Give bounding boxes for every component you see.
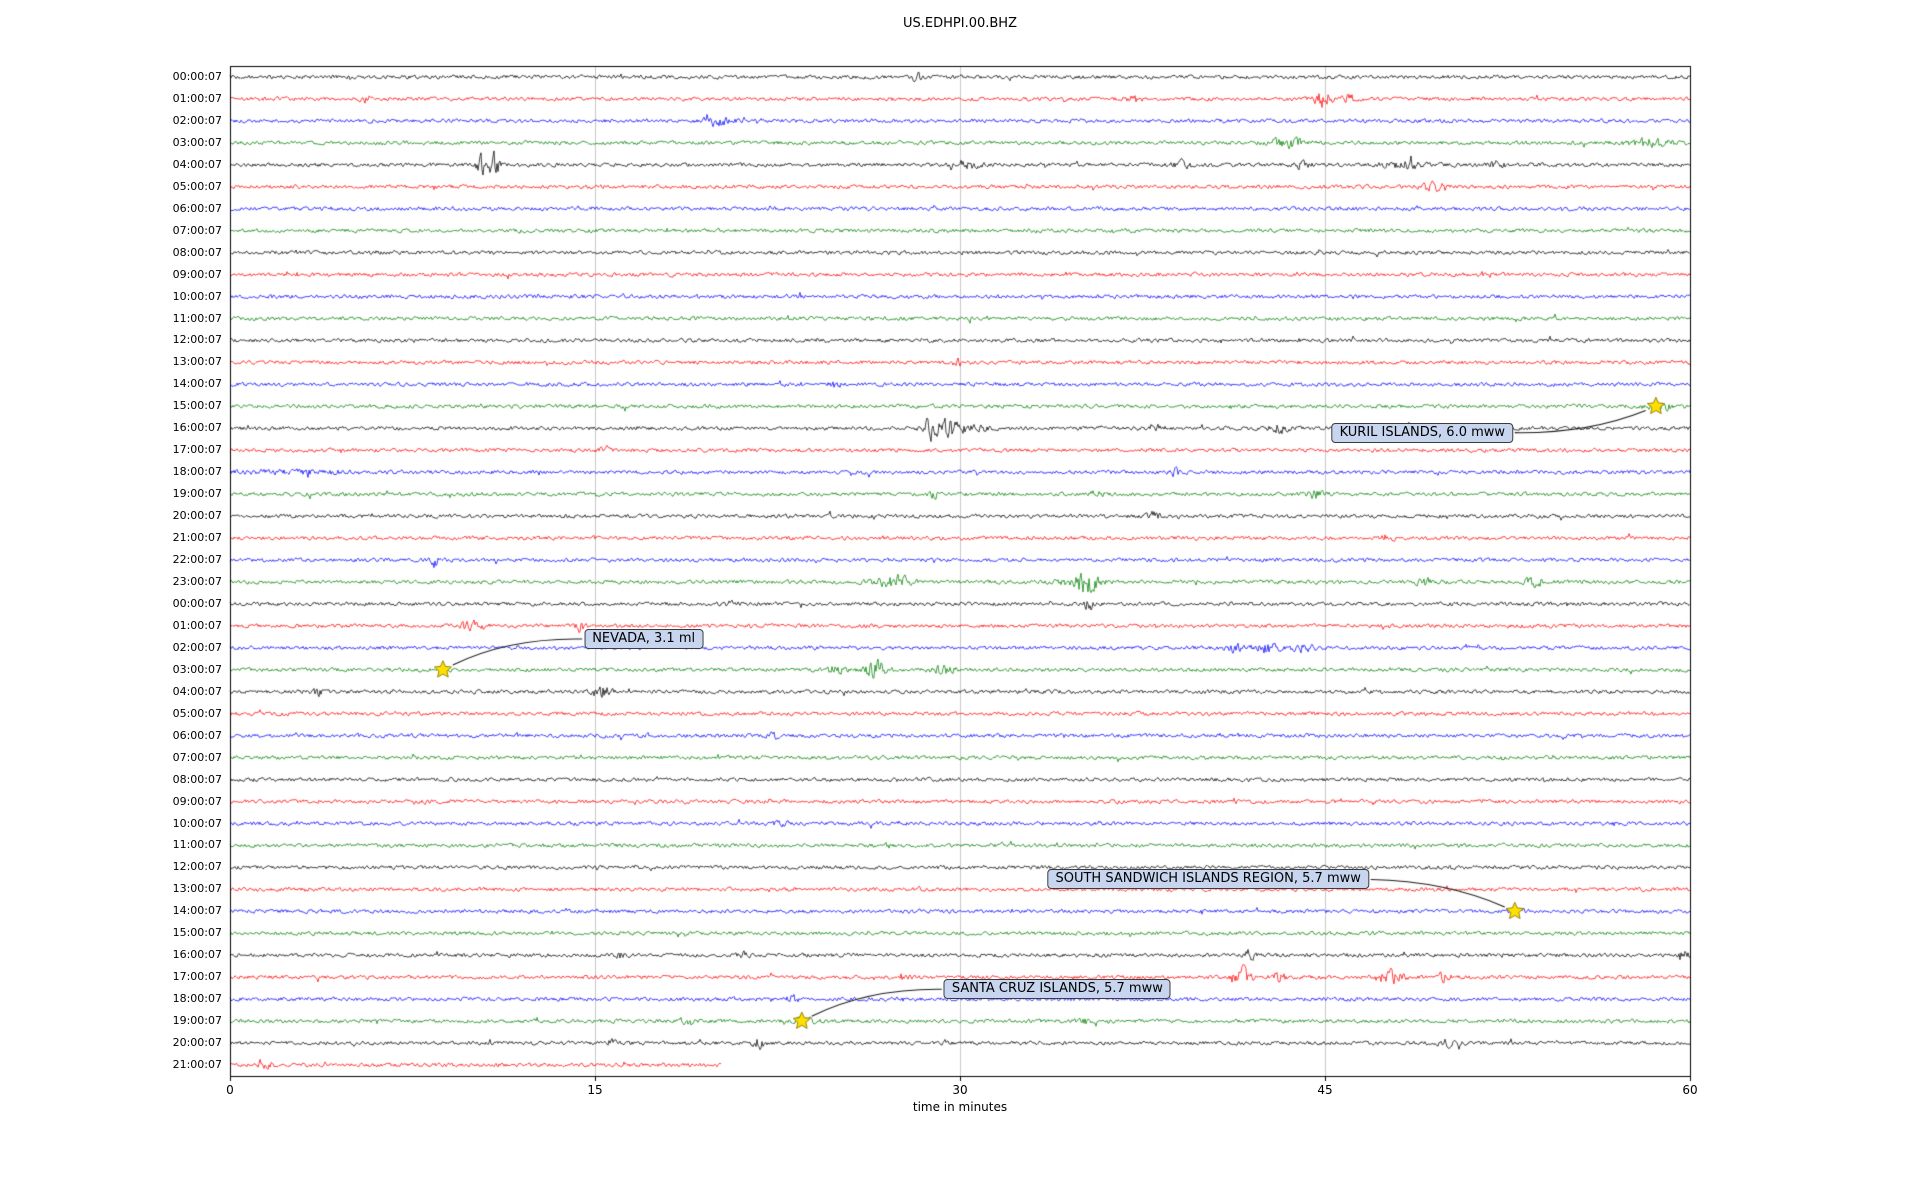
row-label: 13:00:07: [172, 355, 222, 369]
chart-title: US.EDHPI.00.BHZ: [903, 16, 1017, 31]
row-label: 17:00:07: [172, 970, 222, 984]
row-label: 06:00:07: [172, 728, 222, 742]
row-label: 21:00:07: [172, 531, 222, 545]
row-label: 15:00:07: [172, 399, 222, 413]
row-label: 15:00:07: [172, 926, 222, 940]
row-label: 10:00:07: [172, 289, 222, 303]
row-label: 00:00:07: [172, 596, 222, 610]
row-label: 21:00:07: [172, 1058, 222, 1072]
row-label: 03:00:07: [172, 135, 222, 149]
row-label: 03:00:07: [172, 662, 222, 676]
row-label: 02:00:07: [172, 113, 222, 127]
x-axis-title: time in minutes: [912, 1100, 1008, 1114]
row-label: 20:00:07: [172, 1036, 222, 1050]
row-label: 12:00:07: [172, 333, 222, 347]
row-label: 07:00:07: [172, 223, 222, 237]
row-label: 14:00:07: [172, 377, 222, 391]
row-label: 18:00:07: [172, 465, 222, 479]
x-tick-label: 30: [952, 1083, 968, 1097]
row-label: 11:00:07: [172, 838, 222, 852]
row-label: 04:00:07: [172, 684, 222, 698]
row-label: 05:00:07: [172, 179, 222, 193]
row-label: 12:00:07: [172, 860, 222, 874]
row-label: 16:00:07: [172, 421, 222, 435]
row-label: 00:00:07: [172, 69, 222, 83]
row-label: 06:00:07: [172, 201, 222, 215]
row-label: 08:00:07: [172, 245, 222, 259]
row-label: 22:00:07: [172, 553, 222, 567]
row-label: 09:00:07: [172, 794, 222, 808]
row-label: 16:00:07: [172, 948, 222, 962]
row-label: 05:00:07: [172, 706, 222, 720]
row-label: 04:00:07: [172, 157, 222, 171]
row-label: 11:00:07: [172, 311, 222, 325]
row-label: 01:00:07: [172, 91, 222, 105]
row-label: 09:00:07: [172, 267, 222, 281]
x-tick-label: 15: [587, 1083, 603, 1097]
event-annotation: SOUTH SANDWICH ISLANDS REGION, 5.7 mww: [1047, 869, 1369, 890]
row-label: 01:00:07: [172, 618, 222, 632]
row-label: 08:00:07: [172, 772, 222, 786]
x-tick-label: 60: [1682, 1083, 1698, 1097]
row-label: 19:00:07: [172, 1014, 222, 1028]
event-annotation: NEVADA, 3.1 ml: [584, 629, 704, 650]
row-label: 17:00:07: [172, 443, 222, 457]
row-label: 18:00:07: [172, 992, 222, 1006]
row-label: 10:00:07: [172, 816, 222, 830]
x-tick-label: 0: [226, 1083, 234, 1097]
row-label: 20:00:07: [172, 509, 222, 523]
event-annotation: SANTA CRUZ ISLANDS, 5.7 mww: [943, 979, 1171, 1000]
row-label: 14:00:07: [172, 904, 222, 918]
row-label: 19:00:07: [172, 487, 222, 501]
x-tick-label: 45: [1317, 1083, 1333, 1097]
row-label: 23:00:07: [172, 574, 222, 588]
row-label: 13:00:07: [172, 882, 222, 896]
event-annotation: KURIL ISLANDS, 6.0 mww: [1331, 422, 1514, 443]
row-label: 07:00:07: [172, 750, 222, 764]
row-label: 02:00:07: [172, 640, 222, 654]
